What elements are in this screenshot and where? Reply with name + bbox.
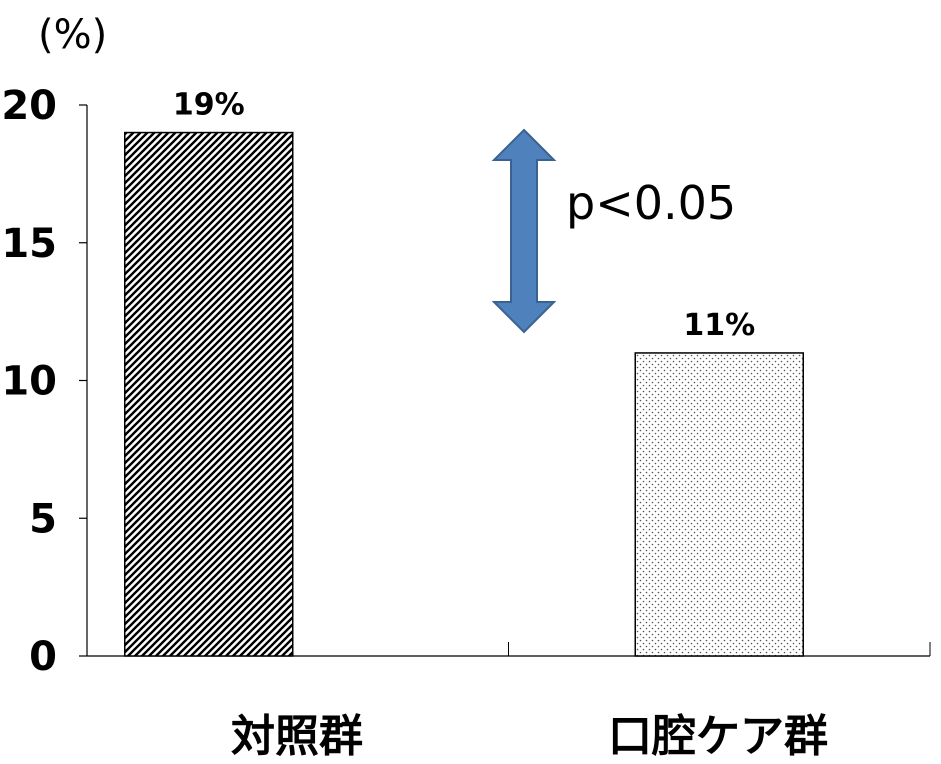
double-arrow-icon	[491, 128, 557, 334]
category-label-oral-care: 口腔ケア群	[608, 711, 828, 762]
y-tick-label: 20	[1, 83, 57, 129]
y-tick-label: 0	[29, 634, 57, 680]
bar	[124, 131, 294, 657]
bar	[634, 352, 804, 657]
y-tick-label: 10	[1, 359, 57, 405]
y-axis-unit: (%)	[38, 12, 108, 58]
category-label-control: 対照群	[231, 711, 363, 762]
data-label: 11%	[683, 308, 755, 343]
y-tick-label: 15	[1, 221, 57, 267]
significance-annotation: p<0.05	[566, 176, 737, 230]
y-tick-label: 5	[29, 496, 57, 542]
data-label: 19%	[173, 88, 245, 123]
